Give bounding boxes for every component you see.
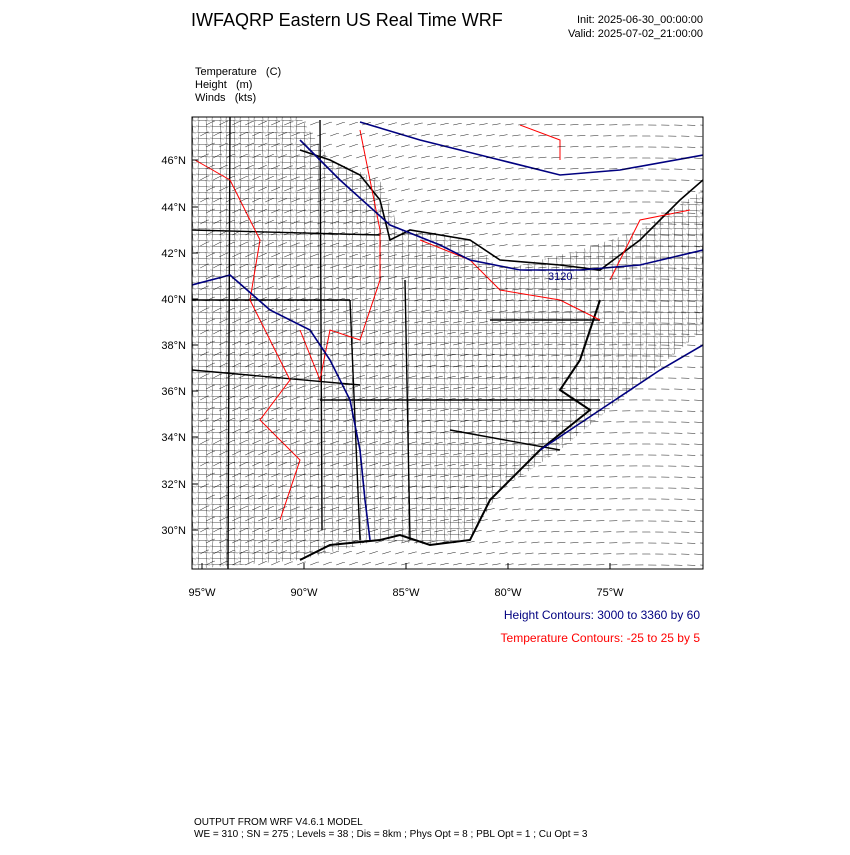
lat-label: 32°N [161,479,186,491]
lon-label: 95°W [188,587,216,599]
lat-label: 34°N [161,432,186,444]
map: 3120 [192,117,703,569]
temperature-legend: Temperature Contours: -25 to 25 by 5 [501,631,701,645]
land-counties [192,117,703,569]
lat-label: 44°N [161,202,186,214]
height-contours [192,121,703,541]
lat-label: 46°N [161,155,186,167]
wind-barb-field [200,120,703,566]
shoreline [299,149,703,271]
lat-label: 42°N [161,248,186,260]
map-frame [191,116,704,570]
footer-line: OUTPUT FROM WRF V4.6.1 MODEL [194,817,363,828]
field-label: Winds (kts) [195,92,256,104]
lat-label: 38°N [161,340,186,352]
state-borders [192,117,600,569]
footer-line: WE = 310 ; SN = 275 ; Levels = 38 ; Dis … [194,829,588,840]
map-ticks: 46°N 44°N 42°N 40°N 38°N 36°N 34°N 32°N 30°N 95°W… [161,155,624,599]
lon-label: 90°W [290,587,318,599]
valid-time: Valid: 2025-07-02_21:00:00 [568,28,703,40]
lat-label: 36°N [161,386,186,398]
lon-label: 85°W [392,587,420,599]
lon-label: 80°W [494,587,522,599]
height-legend: Height Contours: 3000 to 3360 by 60 [504,608,700,622]
contour-label: 3120 [548,271,572,283]
lat-label: 40°N [161,294,186,306]
lat-label: 30°N [161,525,186,537]
lon-label: 75°W [596,587,624,599]
field-label: Temperature (C) [195,66,281,78]
coastline [299,299,601,561]
field-label: Height (m) [195,79,252,91]
init-time: Init: 2025-06-30_00:00:00 [577,14,703,26]
wind-barbs [200,120,703,566]
title: IWFAQRP Eastern US Real Time WRF [191,10,503,30]
